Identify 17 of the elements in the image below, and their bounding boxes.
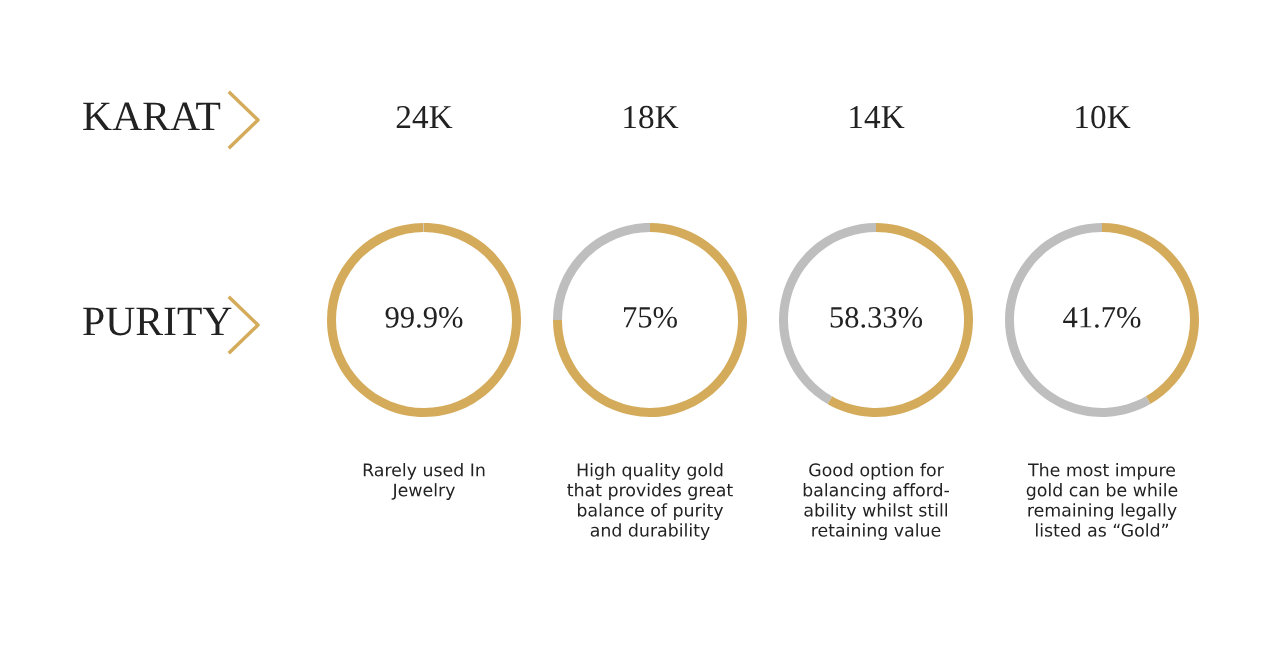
donut-slice (1005, 223, 1151, 417)
text: PURITY (83, 307, 232, 336)
text: High quality gold that provides great balance of purity and durability (567, 463, 733, 541)
text: 75% (624, 307, 677, 328)
chart-title: 24K (396, 105, 453, 129)
donut-slice (553, 223, 747, 417)
text: Good option for balancing afford- ability whilst still retaining value (803, 463, 949, 541)
text: The most impure gold can be while remaining legally listed as “Gold” (1026, 463, 1178, 537)
text: Rarely used In Jewelry (363, 463, 485, 500)
text: 41.7% (1063, 307, 1141, 328)
donut-slice (827, 223, 973, 417)
chart-title: 18K (624, 105, 679, 129)
text: 99.9% (385, 307, 463, 328)
text: 58.33% (830, 307, 923, 328)
chart-title: 10K (1076, 105, 1131, 129)
text: KARAT (83, 102, 221, 131)
chart-title: 14K (850, 106, 905, 129)
